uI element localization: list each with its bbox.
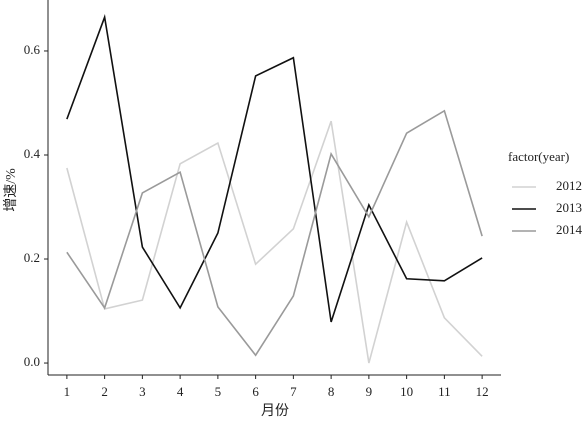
line-series bbox=[66, 109, 483, 357]
line-series bbox=[66, 14, 483, 323]
y-axis-label: 增速/% bbox=[3, 168, 19, 212]
y-tick-label: 0.2 bbox=[24, 250, 40, 265]
legend-title: factor(year) bbox=[508, 149, 569, 164]
y-tick-label: 0.0 bbox=[24, 354, 40, 369]
x-tick-label: 9 bbox=[366, 384, 373, 399]
x-tick-label: 5 bbox=[215, 384, 222, 399]
x-tick-label: 3 bbox=[139, 384, 146, 399]
x-axis-label: 月份 bbox=[261, 403, 289, 419]
y-tick-label: 0.4 bbox=[24, 146, 41, 161]
line-series bbox=[66, 120, 483, 364]
x-tick-label: 4 bbox=[177, 384, 184, 399]
x-tick-label: 7 bbox=[290, 384, 297, 399]
legend-label: 2014 bbox=[556, 222, 583, 237]
x-tick-label: 8 bbox=[328, 384, 335, 399]
legend-label: 2012 bbox=[556, 178, 582, 193]
y-tick-label: 0.6 bbox=[24, 42, 41, 57]
legend-label: 2013 bbox=[556, 200, 582, 215]
x-tick-label: 2 bbox=[101, 384, 108, 399]
x-tick-label: 1 bbox=[64, 384, 71, 399]
x-tick-label: 12 bbox=[476, 384, 489, 399]
x-tick-label: 10 bbox=[400, 384, 413, 399]
x-tick-label: 6 bbox=[252, 384, 259, 399]
x-tick-label: 11 bbox=[438, 384, 451, 399]
